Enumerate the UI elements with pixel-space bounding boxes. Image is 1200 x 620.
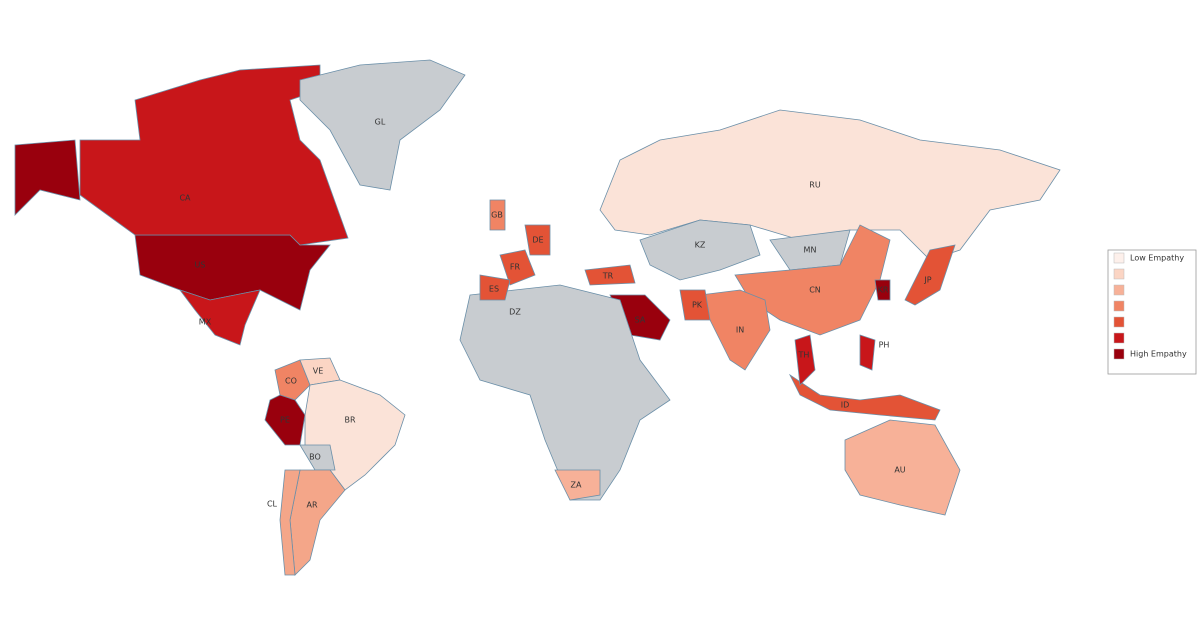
country: BO — [299, 444, 336, 471]
country-shape — [274, 359, 311, 401]
country-shape — [299, 59, 466, 191]
country: ES — [479, 274, 511, 301]
country: PH — [859, 334, 890, 371]
country-label: FR — [510, 263, 521, 272]
country-label: KZ — [695, 241, 706, 250]
legend-swatch — [1113, 252, 1125, 264]
legend-swatch — [1113, 268, 1125, 280]
country-label: CA — [179, 194, 191, 203]
country-label: BO — [309, 453, 321, 462]
country: CA — [79, 64, 349, 246]
legend-label: High Empathy — [1130, 350, 1187, 359]
country-shape — [489, 199, 506, 231]
country-shape — [299, 444, 336, 471]
country-label: CN — [809, 286, 821, 295]
country-label: AR — [306, 501, 317, 510]
country: ID — [788, 373, 941, 421]
country-shape — [794, 334, 816, 386]
country: PK — [679, 289, 711, 321]
country-label: GL — [375, 118, 386, 127]
country: CL — [267, 469, 301, 576]
country: AU — [844, 419, 961, 516]
country-shape — [874, 279, 891, 301]
country-label: PK — [692, 301, 703, 310]
country: PE — [264, 394, 306, 446]
country-shape — [904, 244, 956, 306]
legend-swatch — [1113, 300, 1125, 312]
country: TH — [794, 334, 816, 386]
country-shape — [679, 289, 711, 321]
country-shape — [499, 249, 536, 286]
legend-swatch — [1113, 348, 1125, 360]
country-shape — [699, 289, 771, 371]
country-label: ZA — [571, 481, 582, 490]
country-label: DZ — [509, 308, 521, 317]
country-label: ES — [489, 285, 499, 294]
country-label: RU — [809, 181, 821, 190]
country: DE — [524, 224, 551, 256]
country-label: US — [195, 261, 206, 270]
country-shape — [524, 224, 551, 256]
country: DZ — [459, 284, 671, 501]
country-label: JP — [923, 276, 931, 285]
country-shape — [279, 469, 301, 576]
country: TR — [584, 264, 636, 286]
country: GL — [299, 59, 466, 191]
country: JP — [904, 244, 956, 306]
country-label: MX — [199, 318, 212, 327]
country: IN — [699, 289, 771, 371]
country-shape — [14, 139, 81, 216]
country: ZA — [554, 469, 601, 501]
legend-swatch — [1113, 316, 1125, 328]
country-label: TR — [602, 272, 614, 281]
country-label: CL — [267, 500, 278, 509]
country: KR — [874, 279, 891, 301]
country-label: PE — [280, 416, 290, 425]
country: CO — [274, 359, 311, 401]
legend-swatch — [1113, 332, 1125, 344]
country-label: VE — [313, 367, 324, 376]
country-label: ID — [841, 401, 850, 410]
country-shape — [479, 274, 511, 301]
country-shape — [859, 334, 876, 371]
country-label: GB — [491, 211, 503, 220]
country: GB — [489, 199, 506, 231]
country-shape — [79, 64, 349, 246]
country: FR — [499, 249, 536, 286]
country-shape — [844, 419, 961, 516]
country-label: SA — [635, 316, 646, 325]
country-shape — [584, 264, 636, 286]
country-label: KR — [878, 286, 889, 295]
country-label: BR — [344, 416, 355, 425]
country-label: AU — [894, 466, 905, 475]
country-label: PH — [879, 341, 890, 350]
country-shape — [178, 289, 261, 346]
country-label: IN — [736, 326, 744, 335]
country-shape — [554, 469, 601, 501]
country: MX — [178, 289, 261, 346]
country-shape — [264, 394, 306, 446]
country-label: MN — [804, 246, 817, 255]
country-label: DE — [532, 236, 543, 245]
country: KZ — [639, 219, 761, 281]
legend: Low Empathy High Empathy — [1107, 249, 1197, 375]
legend-swatch — [1113, 284, 1125, 296]
country-label: CO — [285, 377, 297, 386]
legend-label: Low Empathy — [1130, 254, 1184, 263]
country-shape — [459, 284, 671, 501]
country-shape — [788, 373, 941, 421]
country-shape — [639, 219, 761, 281]
country-label: TH — [798, 351, 810, 360]
